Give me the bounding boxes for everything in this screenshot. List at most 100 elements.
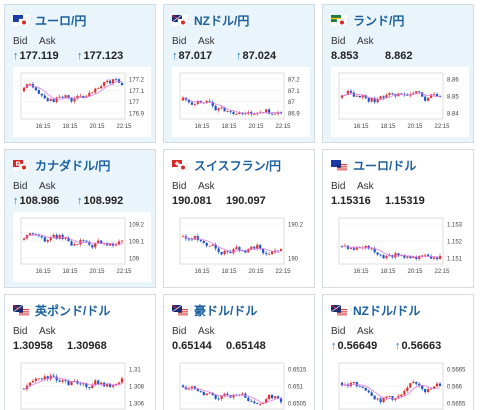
currency-pair-link[interactable]: NZドル/円 <box>194 13 250 28</box>
rate-card[interactable]: カナダドル/円 Bid Ask ↑108.986 ↑108.992 109.2 109.1 1… <box>4 149 156 288</box>
candle-down <box>91 244 94 248</box>
candle-up <box>43 376 46 380</box>
mini-candlestick-chart[interactable]: 1.153 1.152 1.151 16:15 18:15 20:15 22:15 <box>331 212 469 282</box>
currency-pair-link[interactable]: ランド/円 <box>353 13 405 28</box>
candle-down <box>67 95 70 98</box>
bid-label: Bid <box>172 181 187 192</box>
candle-down <box>276 250 280 252</box>
bid-price: ↑87.017 <box>172 50 212 62</box>
ch-jp-flag-icon <box>172 159 188 171</box>
rate-card[interactable]: スイスフラン/円 Bid Ask 190.081 190.097 190.2 190 16:1… <box>163 149 315 288</box>
mini-candlestick-chart[interactable]: 109.2 109.1 109 16:15 18:15 20:15 22:15 <box>13 212 151 282</box>
mini-candlestick-chart[interactable]: 87.2 87.1 87 86.9 16:15 18:15 20:15 22:15 <box>172 67 310 137</box>
candle-up <box>111 385 115 387</box>
candle-up <box>364 245 367 248</box>
candle-down <box>40 236 43 238</box>
candle-down <box>340 382 344 386</box>
currency-pair-link[interactable]: ユーロ/ドル <box>353 158 417 173</box>
candle-down <box>82 240 85 241</box>
y-tick-label: 177.1 <box>129 89 145 95</box>
rate-card[interactable]: 豪ドル/ドル Bid Ask 0.65144 0.65148 0.6515 0.651 0.6… <box>163 294 315 410</box>
candle-down <box>373 97 376 103</box>
ask-price: 8.862 <box>385 50 413 62</box>
candle-up <box>250 246 253 249</box>
x-tick-label: 22:15 <box>434 269 450 275</box>
candle-up <box>385 94 388 98</box>
candle-down <box>217 248 220 252</box>
up-arrow-icon: ↑ <box>77 195 83 207</box>
bid-value: 177.119 <box>19 50 59 62</box>
x-tick-label: 16:15 <box>35 269 51 275</box>
up-arrow-icon: ↑ <box>395 340 401 352</box>
x-tick-label: 20:15 <box>89 124 105 130</box>
rate-card[interactable]: 英ポンド/ドル Bid Ask 1.30958 1.30968 1.31 1.308 1.30… <box>4 294 156 410</box>
mini-candlestick-chart[interactable]: 0.5665 0.566 0.5655 <box>331 357 469 410</box>
rate-card[interactable]: NZドル/円 Bid Ask ↑87.017 ↑87.024 87.2 87.1 87 86.9… <box>163 4 315 143</box>
bid-price: 8.853 <box>331 50 359 62</box>
mini-candlestick-chart[interactable]: 8.86 8.85 8.84 16:15 18:15 20:15 22:15 <box>331 67 469 137</box>
chart-frame <box>20 72 126 120</box>
y-tick-label: 86.9 <box>288 112 300 118</box>
candle-down <box>205 242 208 246</box>
candle-up <box>273 250 277 252</box>
candle-down <box>37 90 40 94</box>
currency-pair-link[interactable]: スイスフラン/円 <box>194 158 281 173</box>
rate-card[interactable]: ユーロ/円 Bid Ask ↑177.119 ↑177.123 177.2 177.1 177… <box>4 4 156 143</box>
mini-candlestick-chart[interactable]: 177.2 177.1 177 176.9 16:15 18:15 20:15 22:15 <box>13 67 151 137</box>
candle-up <box>28 382 32 386</box>
y-tick-label: 177.2 <box>129 78 145 84</box>
bid-label: Bid <box>172 36 187 47</box>
mini-candlestick-chart[interactable]: 1.31 1.308 1.306 <box>13 357 151 410</box>
rate-card[interactable]: ランド/円 Bid Ask 8.853 8.862 8.86 8.85 8.84 16:15 18… <box>322 4 474 143</box>
rate-card[interactable]: NZドル/ドル Bid Ask ↑0.56649 ↑0.56663 0.5665 0.566… <box>322 294 474 410</box>
rate-card-header: 豪ドル/ドル <box>172 302 257 318</box>
candle-up <box>349 248 353 249</box>
candle-up <box>412 93 415 95</box>
x-tick-label: 20:15 <box>248 124 264 130</box>
candle-down <box>379 398 382 402</box>
candle-down <box>40 93 43 96</box>
x-tick-label: 20:15 <box>407 124 423 130</box>
candle-down <box>34 234 37 235</box>
moving-average-line <box>23 377 123 390</box>
candle-up <box>196 100 199 104</box>
candle-down <box>52 375 55 377</box>
currency-pair-link[interactable]: ユーロ/円 <box>35 13 87 28</box>
candle-up <box>120 378 124 383</box>
currency-pair-link[interactable]: 英ポンド/ドル <box>35 303 111 318</box>
y-tick-label: 1.308 <box>129 385 145 391</box>
candle-up <box>73 244 76 246</box>
currency-pair-link[interactable]: 豪ドル/ドル <box>194 303 258 318</box>
candle-up <box>94 380 97 385</box>
mini-candlestick-chart[interactable]: 0.6515 0.651 0.6505 <box>172 357 310 410</box>
candle-up <box>421 255 424 257</box>
mini-candlestick-chart[interactable]: 190.2 190 16:15 18:15 20:15 22:15 <box>172 212 310 282</box>
candle-down <box>367 390 370 393</box>
ask-price: ↑0.56663 <box>395 340 441 352</box>
currency-pair-link[interactable]: NZドル/ドル <box>353 303 421 318</box>
candle-down <box>61 96 64 98</box>
candle-up <box>223 393 226 396</box>
candle-up <box>370 97 373 102</box>
candle-down <box>364 95 367 99</box>
rate-card[interactable]: ユーロ/ドル Bid Ask 1.15316 1.15319 1.153 1.152 1.15… <box>322 149 474 288</box>
candle-down <box>424 388 427 393</box>
ask-value: 0.56663 <box>401 340 442 352</box>
candle-up <box>94 243 97 248</box>
candle-down <box>97 380 100 385</box>
candle-up <box>49 99 52 101</box>
candle-down <box>400 93 403 95</box>
candle-down <box>61 234 64 239</box>
candle-down <box>358 386 361 388</box>
ask-label: Ask <box>198 181 215 192</box>
candle-down <box>438 383 442 387</box>
candle-down <box>187 238 191 240</box>
candle-down <box>79 383 82 385</box>
currency-pair-link[interactable]: カナダドル/円 <box>35 158 111 173</box>
x-tick-label: 16:15 <box>353 124 369 130</box>
moving-average-line <box>341 93 440 100</box>
bid-price: 190.081 <box>172 195 212 207</box>
candle-down <box>88 387 91 388</box>
candle-down <box>214 244 217 249</box>
